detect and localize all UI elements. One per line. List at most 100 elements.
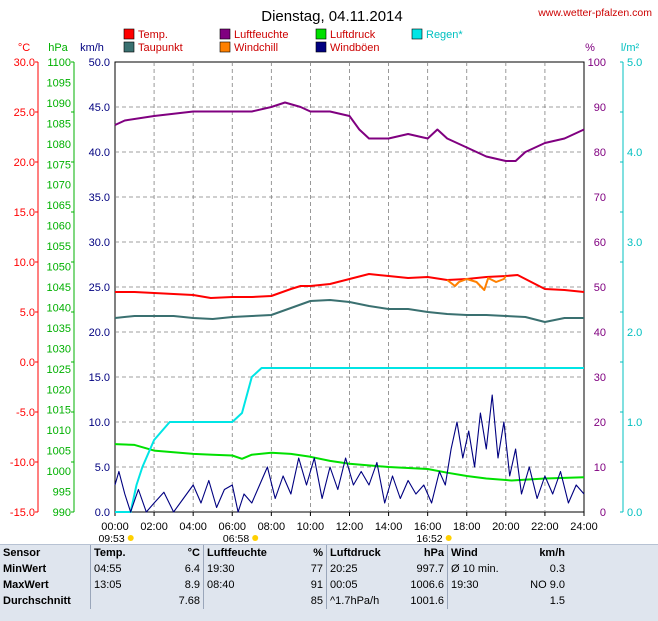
series-group — [114, 101, 585, 513]
axis-tick-label: 30 — [594, 372, 606, 384]
axes: 30.0 25.0 20.0 15.0 10.0 5.0 0.0 -5.0 -10.0 -15.0… — [10, 42, 642, 533]
axis-tick-label: 10.0 — [89, 417, 110, 429]
axis-tick-label: 4.0 — [627, 147, 642, 159]
axis-tick-label: 0.0 — [95, 507, 110, 519]
x-axis-tick-label: 12:00 — [336, 521, 364, 533]
axis-tick-label: 1100 — [47, 57, 71, 69]
axis-tick-label: -5.0 — [16, 407, 35, 419]
axis-tick-label: 1045 — [47, 282, 71, 294]
stats-temp-value: 7.68 — [178, 595, 200, 607]
axis-tick-label: 10.0 — [14, 257, 35, 269]
axis-tick-label: -10.0 — [10, 457, 35, 469]
axis-tick-label: -15.0 — [10, 507, 35, 519]
axis-tick-label: 0.0 — [20, 357, 35, 369]
axis-tick-label: 30.0 — [14, 57, 35, 69]
stats-temp-time: 04:55 — [90, 561, 167, 577]
chart-title: Dienstag, 04.11.2014 — [261, 8, 403, 25]
site-url: www.wetter-pfalzen.com — [537, 7, 652, 19]
axis-unit-label: hPa — [48, 42, 68, 54]
legend-label: Luftdruck — [330, 29, 376, 41]
axis-tick-label: 1.0 — [627, 417, 642, 429]
axis-tick-label: 40.0 — [89, 147, 110, 159]
stats-row-label: MinWert — [3, 563, 47, 575]
stats-pressure-value: 1001.6 — [410, 595, 444, 607]
x-axis-tick-label: 16:00 — [414, 521, 442, 533]
axis-tick-label: 50.0 — [89, 57, 110, 69]
series-line-windchill — [446, 275, 507, 291]
stats-row-label: Durchschnitt — [3, 595, 71, 607]
axis-tick-label: 1040 — [47, 302, 71, 314]
legend-swatch — [219, 41, 231, 53]
stats-humidity-value: 77 — [310, 563, 323, 575]
x-axis-tick-label: 00:00 — [101, 521, 129, 533]
axis-tick-label: 20.0 — [14, 157, 35, 169]
axis-tick-label: 1055 — [47, 241, 71, 253]
series-line-luftdruck — [114, 443, 585, 482]
axis-tick-label: 1095 — [47, 77, 71, 89]
axis-tick-label: 1030 — [47, 343, 71, 355]
stats-header-wind-unit: km/h — [539, 547, 565, 559]
stats-pressure-time: 20:25 — [326, 561, 405, 577]
legend-swatch — [219, 28, 231, 40]
legend-swatch — [315, 28, 327, 40]
axis-tick-label: 0 — [600, 507, 606, 519]
stats-header-humidity: Luftfeuchte — [203, 545, 290, 561]
event-markers: 09:53 06:58 16:52 — [98, 533, 452, 544]
axis-tick-label: 15.0 — [14, 207, 35, 219]
axis-tick-label: 70 — [594, 192, 606, 204]
stats-header-sensor: Sensor — [3, 547, 41, 559]
axis-tick-label: 80 — [594, 147, 606, 159]
stats-wind-time: Ø 10 min. — [447, 561, 516, 577]
series-line-luftfeuchte — [114, 101, 585, 162]
stats-row-label: MaxWert — [3, 579, 49, 591]
stats-row-min: MinWert 04:55 6.4 19:30 77 20:25 997.7 Ø… — [0, 561, 568, 577]
x-axis-tick-label: 22:00 — [531, 521, 559, 533]
stats-humidity-value: 91 — [310, 579, 323, 591]
axis-tick-label: 5.0 — [95, 462, 110, 474]
stats-pressure-value: 997.7 — [416, 563, 444, 575]
stats-humidity-time: 08:40 — [203, 577, 290, 593]
sun-marker-icon — [252, 535, 259, 541]
legend-swatch — [123, 28, 135, 40]
stats-pressure-time: ^1.7hPa/h — [326, 593, 405, 609]
axis-tick-label: 1065 — [47, 200, 71, 212]
stats-row-max: MaxWert 13:05 8.9 08:40 91 00:05 1006.6 … — [0, 577, 568, 593]
axis-tick-label: 5.0 — [627, 57, 642, 69]
legend-label: Temp. — [138, 29, 168, 41]
axis-unit-label: °C — [18, 42, 30, 54]
axis-tick-label: 25.0 — [89, 282, 110, 294]
x-axis-tick-label: 14:00 — [375, 521, 403, 533]
axis-tick-label: 1090 — [47, 98, 71, 110]
stats-header-pressure: Luftdruck — [326, 545, 405, 561]
x-axis-tick-label: 06:00 — [218, 521, 246, 533]
axis-tick-label: 995 — [53, 487, 71, 499]
legend-swatch — [123, 41, 135, 53]
axis-tick-label: 1080 — [47, 139, 71, 151]
axis-tick-label: 35.0 — [89, 192, 110, 204]
axis-tick-label: 45.0 — [89, 102, 110, 114]
axis-tick-label: 1010 — [47, 425, 71, 437]
axis-tick-label: 1000 — [47, 466, 71, 478]
axis-tick-label: 50 — [594, 282, 606, 294]
stats-wind-time: 19:30 — [447, 577, 516, 593]
series-line-regen — [115, 367, 584, 513]
axis-unit-label: % — [585, 42, 595, 54]
event-time-label: 16:52 — [416, 533, 442, 544]
legend-label: Taupunkt — [138, 42, 183, 54]
stats-wind-value: 1.5 — [549, 595, 565, 607]
axis-tick-label: 1070 — [47, 180, 71, 192]
axis-tick-label: 60 — [594, 237, 606, 249]
axis-tick-label: 1020 — [47, 384, 71, 396]
legend-label: Luftfeuchte — [234, 29, 288, 41]
axis-tick-label: 40 — [594, 327, 606, 339]
axis-tick-label: 1005 — [47, 446, 71, 458]
axis-tick-label: 20 — [594, 417, 606, 429]
x-axis-tick-label: 10:00 — [297, 521, 325, 533]
sun-marker-icon — [127, 535, 134, 541]
stats-humidity-time: 19:30 — [203, 561, 290, 577]
stats-wind-value: 0.3 — [549, 563, 565, 575]
stats-header-wind: Wind — [447, 545, 516, 561]
stats-wind-value: NO 9.0 — [530, 579, 565, 591]
axis-tick-label: 0.0 — [627, 507, 642, 519]
axis-tick-label: 1085 — [47, 118, 71, 130]
